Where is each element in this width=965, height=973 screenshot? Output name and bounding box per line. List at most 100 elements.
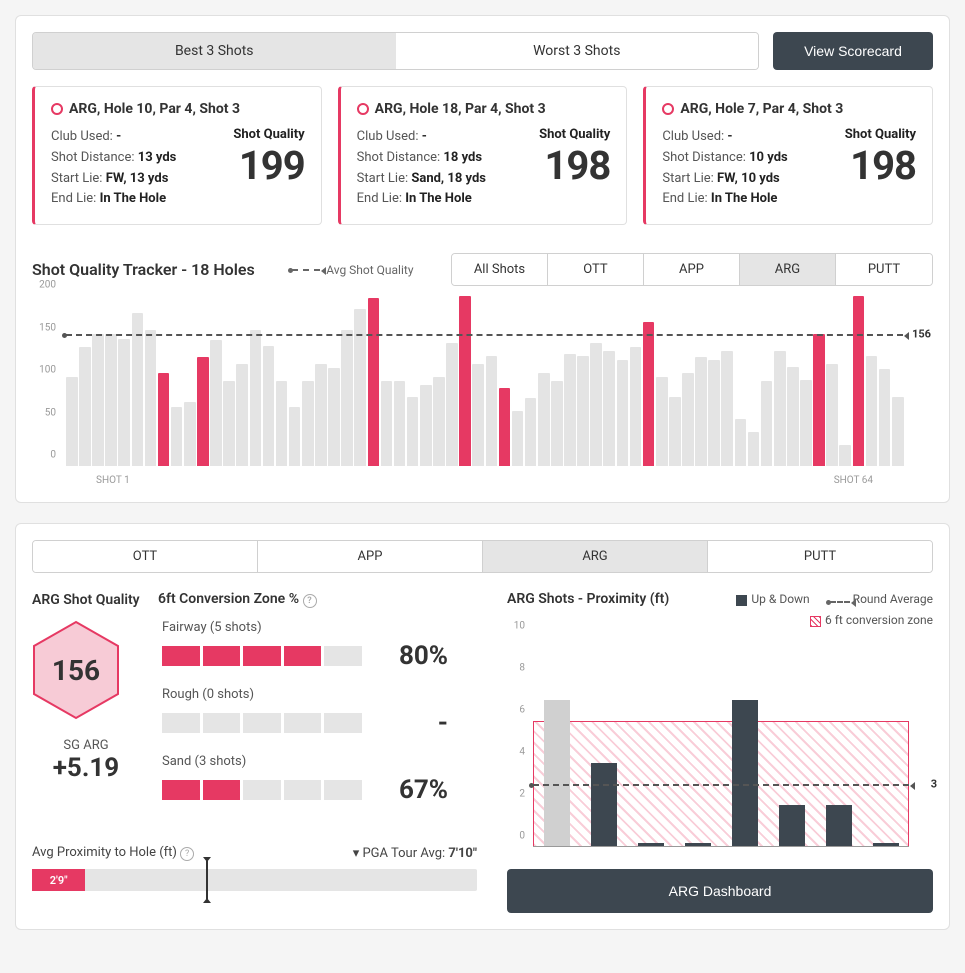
category-tab[interactable]: APP — [258, 541, 483, 572]
tracker-bar — [354, 309, 366, 466]
pga-avg-label: ▾ PGA Tour Avg: 7'10" — [353, 846, 477, 861]
dash-legend-icon — [292, 269, 320, 271]
prox-bar — [591, 763, 617, 847]
tracker-bar — [826, 364, 838, 466]
worst-shots-tab[interactable]: Worst 3 Shots — [396, 33, 759, 69]
conversion-item: Rough (0 shots) - — [162, 687, 477, 738]
tracker-bar — [263, 346, 275, 467]
tracker-bar — [538, 373, 550, 467]
tracker-bar — [210, 340, 222, 466]
best-shots-tab[interactable]: Best 3 Shots — [33, 33, 396, 69]
tracker-bar — [446, 343, 458, 466]
category-tab[interactable]: OTT — [33, 541, 258, 572]
help-icon[interactable]: ? — [303, 594, 317, 608]
tracker-bar — [879, 369, 891, 466]
shot-card: ARG, Hole 18, Par 4, Shot 3 Club Used: -… — [338, 86, 628, 225]
tracker-bar — [800, 380, 812, 467]
tracker-bar — [735, 419, 747, 466]
card-sq: Shot Quality 199 — [233, 127, 304, 210]
tracker-bar — [118, 339, 130, 467]
sg-value: +5.19 — [32, 753, 140, 783]
tracker-bar — [499, 388, 511, 466]
tracker-bar — [892, 397, 904, 467]
card-meta: Club Used: - Shot Distance: 18 yds Start… — [357, 127, 486, 210]
ring-icon — [51, 103, 63, 115]
tracker-tab[interactable]: OTT — [548, 254, 644, 285]
conversion-item: Fairway (5 shots) 80% — [162, 620, 477, 671]
tracker-tab[interactable]: ARG — [740, 254, 836, 285]
tracker-bar — [866, 356, 878, 467]
avg-sq-legend: Avg Shot Quality — [292, 263, 413, 277]
shot-first-label: SHOT 1 — [96, 475, 130, 486]
tracker-bar — [853, 296, 865, 466]
prox-chart: 0246810 3 — [507, 637, 933, 847]
tracker-bar — [486, 356, 498, 467]
tracker-bar — [682, 373, 694, 467]
card-sq: Shot Quality 198 — [845, 127, 916, 210]
tracker-bar — [669, 397, 681, 467]
prox-bar — [826, 805, 852, 847]
left-body: 156 SG ARG +5.19 Fairway (5 shots) 80% R… — [32, 620, 477, 821]
bottom-panel: OTTAPPARGPUTT ARG Shot Quality 6ft Conve… — [15, 523, 950, 930]
tracker-tab[interactable]: APP — [644, 254, 740, 285]
conversion-item: Sand (3 shots) 67% — [162, 754, 477, 805]
conversion-list: Fairway (5 shots) 80% Rough (0 shots) - … — [162, 620, 477, 821]
top-controls: Best 3 Shots Worst 3 Shots View Scorecar… — [32, 32, 933, 70]
tracker-bar — [92, 334, 104, 466]
tracker-bar — [603, 351, 615, 466]
tracker-bar — [564, 354, 576, 466]
right-column: ARG Shots - Proximity (ft) Up & Down Rou… — [507, 591, 933, 913]
category-tab[interactable]: PUTT — [708, 541, 932, 572]
category-tab[interactable]: ARG — [483, 541, 708, 572]
tracker-tab[interactable]: All Shots — [452, 254, 548, 285]
card-title: ARG, Hole 10, Par 4, Shot 3 — [51, 101, 305, 117]
tracker-bar — [433, 377, 445, 466]
conv-label-text: 6ft Conversion Zone % — [158, 591, 299, 607]
tracker-bar — [774, 351, 786, 466]
tracker-bar — [289, 407, 301, 467]
tracker-bar — [420, 385, 432, 466]
tracker-bar — [472, 364, 484, 466]
tracker-bars — [66, 296, 903, 466]
card-meta: Club Used: - Shot Distance: 10 yds Start… — [662, 127, 787, 210]
tracker-bar — [250, 330, 262, 466]
tracker-bar — [105, 334, 117, 466]
prox-bar — [732, 700, 758, 847]
tracker-bar — [394, 381, 406, 466]
tracker-bar — [315, 364, 327, 466]
shot-card: ARG, Hole 7, Par 4, Shot 3 Club Used: - … — [643, 86, 933, 225]
shot-cards: ARG, Hole 10, Par 4, Shot 3 Club Used: -… — [32, 86, 933, 225]
pga-marker — [206, 861, 208, 899]
tracker-avg-value: 156 — [912, 327, 931, 340]
tracker-chart: 050100150200 156 SHOT 1 SHOT 64 — [32, 296, 933, 486]
tracker-x-labels: SHOT 1 SHOT 64 — [66, 475, 903, 486]
avg-prox-row: Avg Proximity to Hole (ft) ? ▾ PGA Tour … — [32, 845, 477, 861]
sg-block: SG ARG +5.19 — [32, 738, 140, 783]
tracker-bar — [132, 313, 144, 466]
avg-prox-bar: 2'9" — [32, 869, 477, 891]
help-icon[interactable]: ? — [180, 847, 194, 861]
category-tabs: OTTAPPARGPUTT — [32, 540, 933, 573]
legend-zone: 6 ft conversion zone — [810, 613, 933, 627]
view-scorecard-button[interactable]: View Scorecard — [773, 32, 933, 70]
tracker-bar — [66, 377, 78, 466]
best-worst-segment: Best 3 Shots Worst 3 Shots — [32, 32, 759, 70]
tracker-bar — [630, 347, 642, 466]
arg-dashboard-button[interactable]: ARG Dashboard — [507, 869, 933, 913]
prox-baseline — [533, 846, 909, 847]
tracker-bar — [302, 381, 314, 466]
tracker-bar — [236, 364, 248, 466]
prox-bar — [779, 805, 805, 847]
legend-row: Up & Down Round Average — [736, 592, 933, 606]
legend-roundavg: Round Average — [830, 592, 933, 606]
shot-card: ARG, Hole 10, Par 4, Shot 3 Club Used: -… — [32, 86, 322, 225]
tracker-bar — [184, 402, 196, 466]
tracker-tabs: All ShotsOTTAPPARGPUTT — [451, 253, 933, 286]
top-panel: Best 3 Shots Worst 3 Shots View Scorecar… — [15, 15, 950, 503]
card-title: ARG, Hole 7, Par 4, Shot 3 — [662, 101, 916, 117]
sq-hexagon: 156 — [32, 620, 120, 720]
tracker-bar — [158, 373, 170, 467]
tracker-bar — [197, 357, 209, 466]
tracker-tab[interactable]: PUTT — [836, 254, 932, 285]
tracker-bar — [617, 360, 629, 466]
